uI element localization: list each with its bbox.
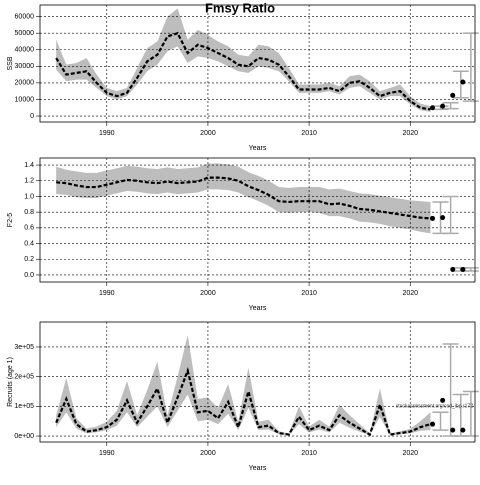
y-axis-label: SSB [7,56,14,70]
y-tick-label: 0 [30,113,34,120]
y-axis-label: Recruits (age 1) [7,357,14,407]
confidence-band [56,335,431,436]
y-tick-label: 50000 [15,30,35,37]
x-tick-label: 2020 [402,290,418,297]
y-tick-label: 0e+00 [14,433,34,440]
point [430,215,436,221]
x-tick-label: 1990 [99,450,115,457]
x-axis-label: Years [249,305,267,312]
confidence-band [56,163,431,234]
chart-title: Fmsy Ratio [205,0,275,15]
y-tick-label: 60000 [15,13,35,20]
point [460,427,466,433]
point [460,79,466,85]
x-tick-label: 2010 [301,450,317,457]
point [440,397,446,403]
point [440,215,446,221]
x-tick-label: 1990 [99,130,115,137]
point [440,103,446,109]
confidence-band [56,8,431,112]
data-line [56,176,431,220]
y-axis-label: F2-5 [7,213,14,228]
y-tick-label: 0.6 [24,225,34,232]
y-tick-label: 2e+05 [14,373,34,380]
plot-frame [39,321,476,443]
x-tick-label: 2020 [402,450,418,457]
annotation: stockassessment.org/cod_ibp.r172 [396,404,473,410]
point [430,105,436,111]
y-tick-label: 30000 [15,63,35,70]
x-tick-label: 2020 [402,130,418,137]
x-axis-label: Years [249,465,267,472]
plot-frame [39,4,476,123]
point [430,421,436,427]
y-tick-label: 0.4 [24,240,34,247]
x-tick-label: 2010 [301,130,317,137]
y-tick-label: 20000 [15,80,35,87]
y-tick-label: 1.2 [24,178,34,185]
point [450,427,456,433]
y-tick-label: 1.0 [24,193,34,200]
point [450,92,456,98]
data-line [55,367,431,437]
x-tick-label: 2000 [200,290,216,297]
x-tick-label: 1990 [99,290,115,297]
y-tick-label: 10000 [15,96,35,103]
x-tick-label: 2000 [200,130,216,137]
plot-frame [39,157,476,283]
y-tick-label: 0.8 [24,209,34,216]
x-tick-label: 2000 [200,450,216,457]
data-line [55,31,431,111]
y-tick-label: 0.2 [24,256,34,263]
point [460,266,466,272]
x-axis-label: Years [249,145,267,152]
y-tick-label: 40000 [15,47,35,54]
y-tick-label: 1.4 [24,162,34,169]
point [450,266,456,272]
x-tick-label: 2010 [301,290,317,297]
y-tick-label: 3e+05 [14,344,34,351]
y-tick-label: 0.0 [24,272,34,279]
y-tick-label: 1e+05 [14,403,34,410]
